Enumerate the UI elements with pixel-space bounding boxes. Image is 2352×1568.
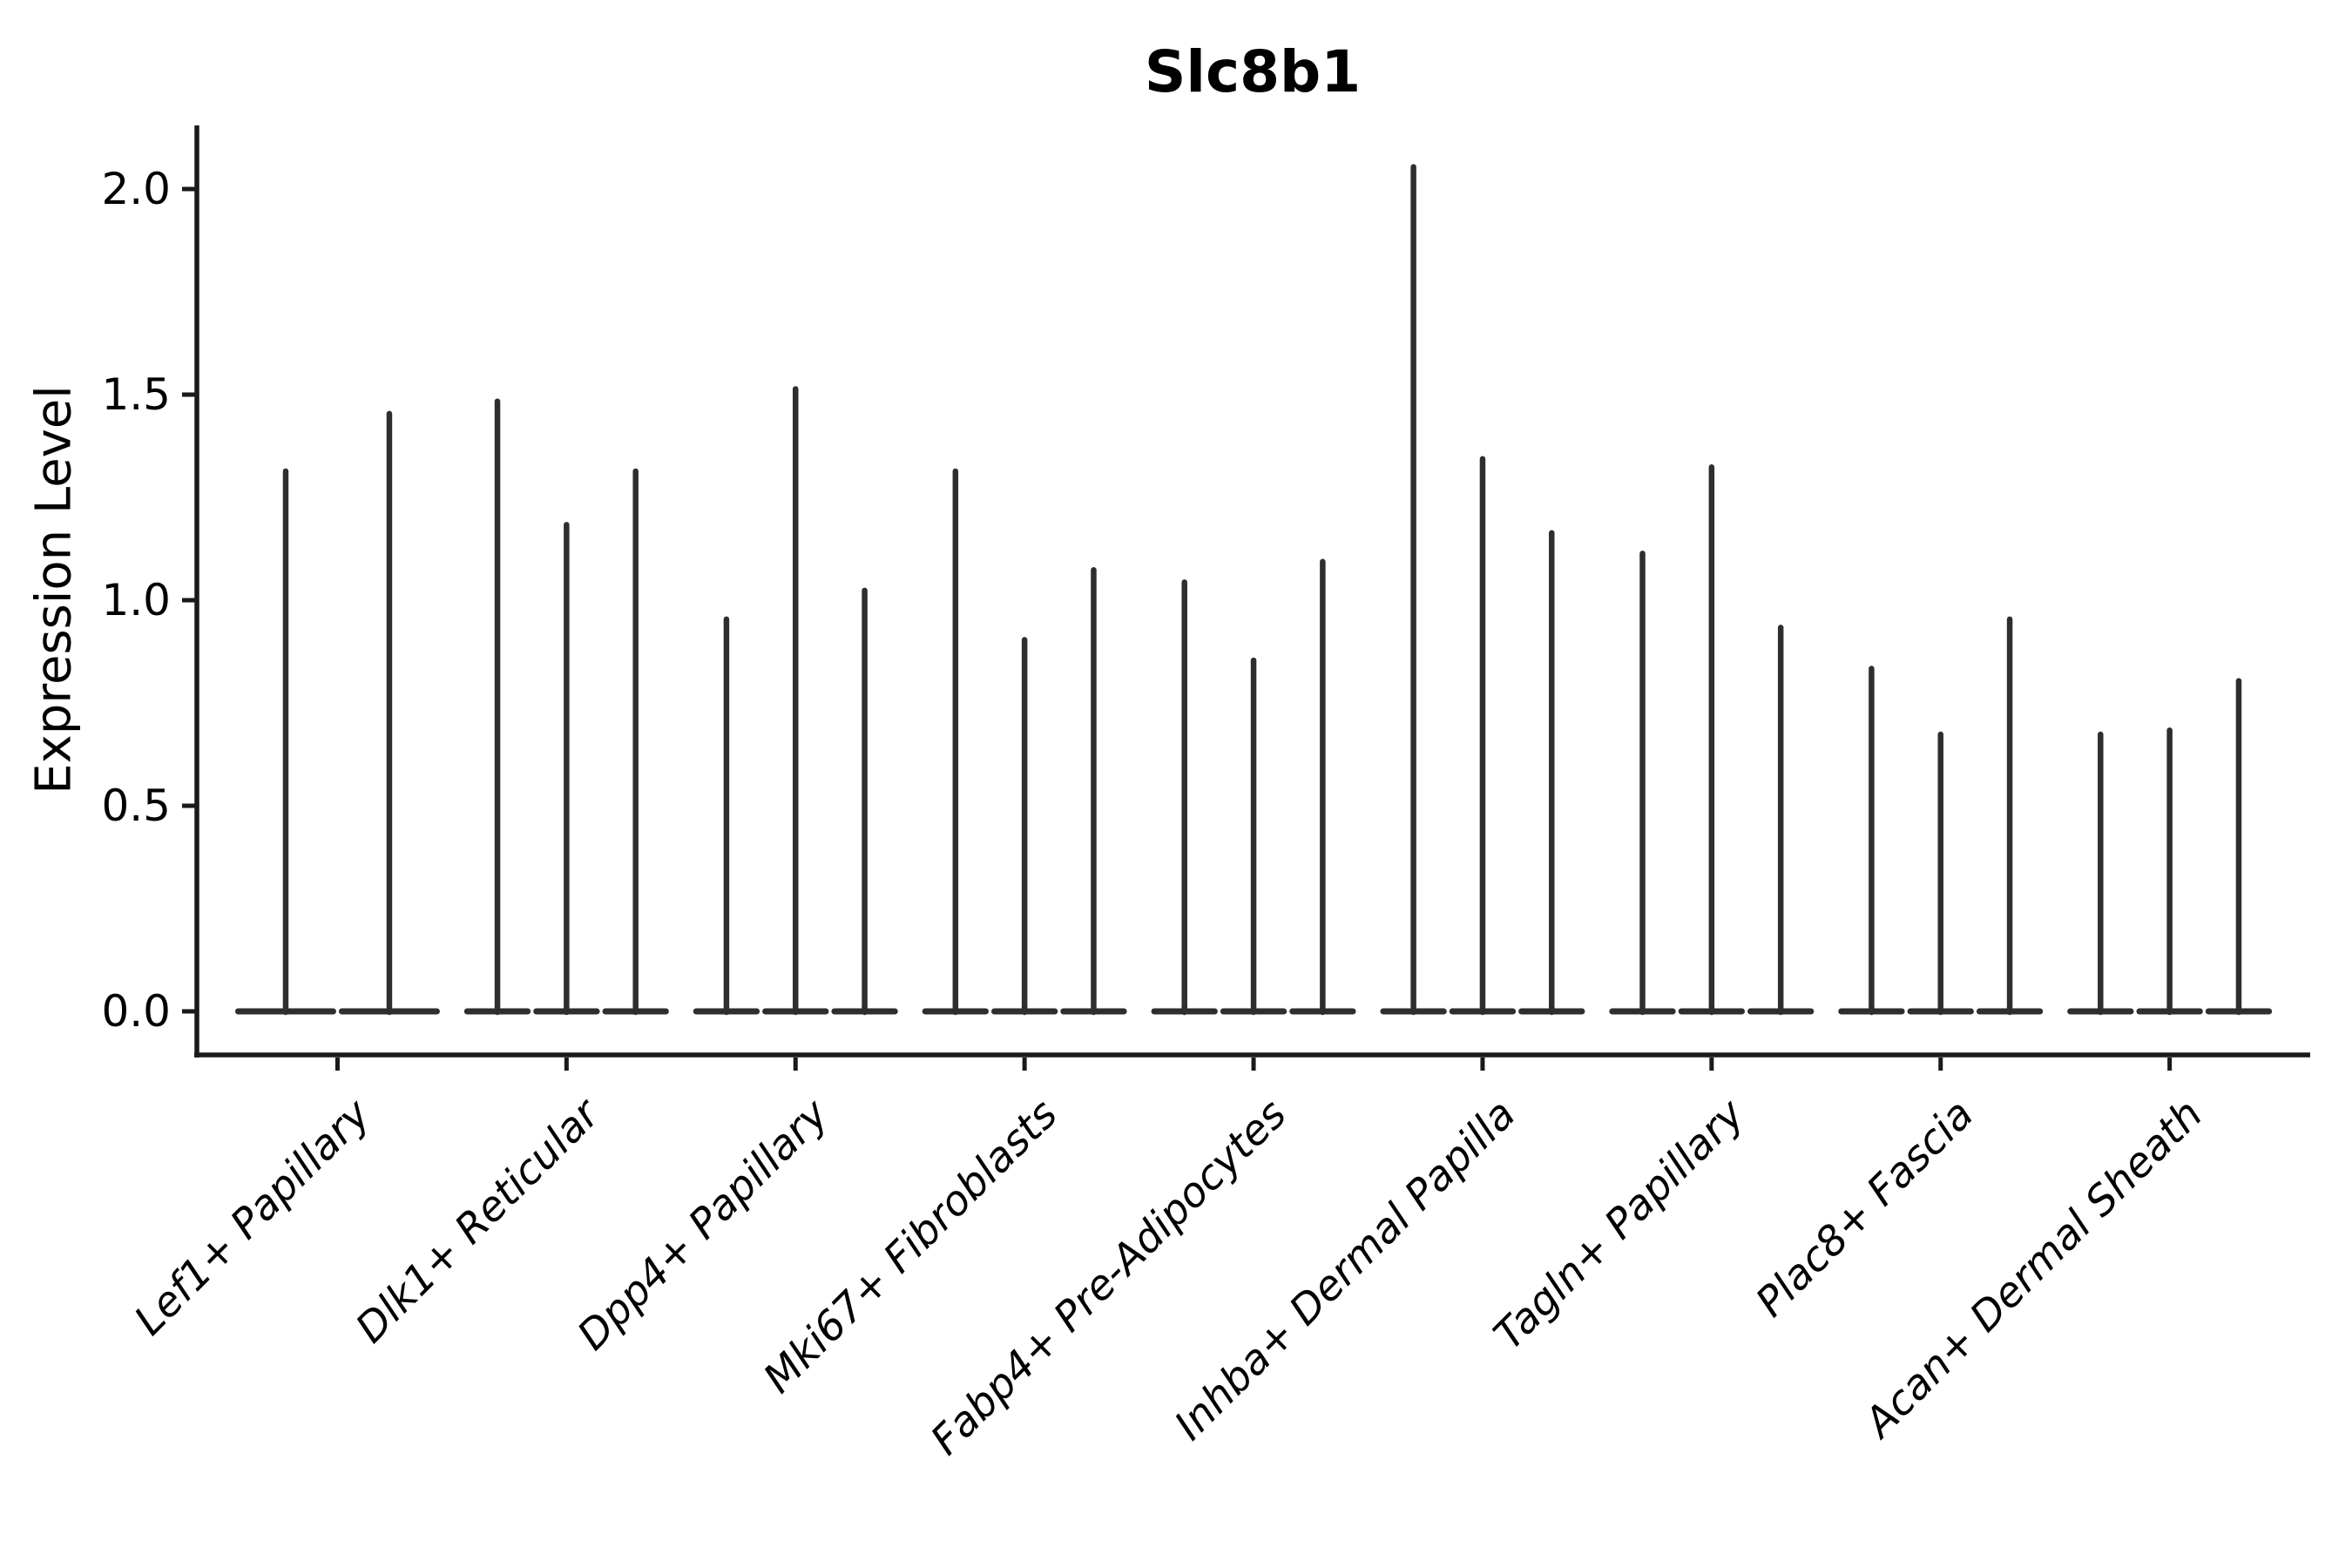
x-tick-label: Plac8+ Fascia (1747, 1091, 1983, 1327)
x-tick-label: Lef1+ Papillary (125, 1090, 381, 1345)
y-tick-label: 1.5 (101, 369, 171, 420)
chart-title: Slc8b1 (1144, 38, 1362, 105)
y-tick-label: 1.0 (101, 575, 171, 625)
x-tick-label: Dpp4+ Papillary (569, 1090, 839, 1360)
y-tick-label: 2.0 (101, 164, 171, 214)
x-tick-label: Dlk1+ Reticular (347, 1089, 611, 1353)
x-tick-label: Tagln+ Papillary (1485, 1090, 1755, 1360)
y-tick-label: 0.0 (101, 986, 171, 1037)
y-tick-label: 0.5 (101, 781, 171, 831)
